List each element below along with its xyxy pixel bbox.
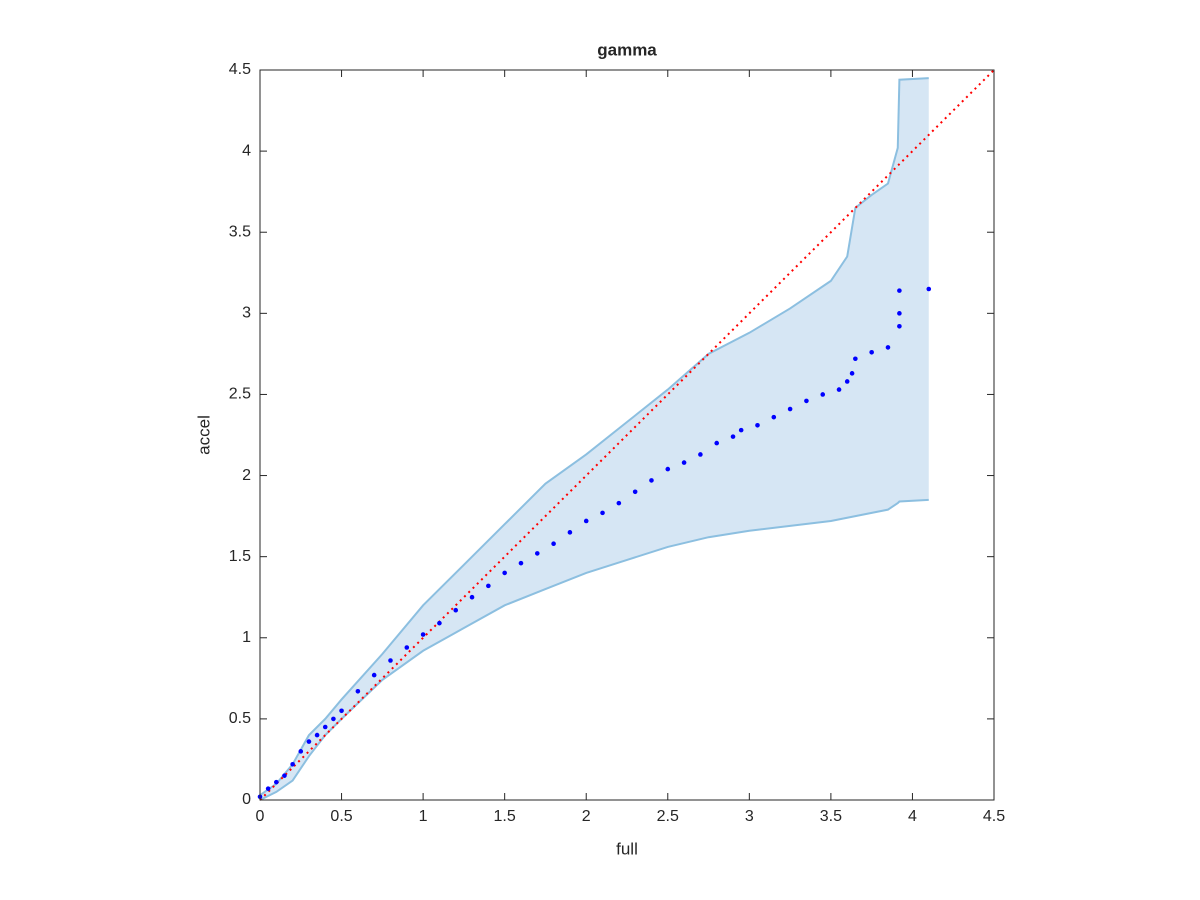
x-tick-label: 0 bbox=[256, 808, 265, 825]
scatter-point bbox=[437, 620, 442, 626]
scatter-point bbox=[853, 356, 858, 362]
scatter-point bbox=[787, 406, 793, 412]
x-tick-label: 0.5 bbox=[330, 808, 352, 825]
y-tick-label: 0.5 bbox=[229, 710, 251, 727]
scatter-point bbox=[404, 645, 410, 650]
scatter-point bbox=[820, 392, 826, 397]
scatter-point bbox=[282, 773, 287, 778]
band-lower-edge bbox=[259, 498, 929, 801]
scatter-point bbox=[265, 786, 271, 791]
x-axis-label: full bbox=[616, 839, 638, 858]
scatter-point bbox=[738, 427, 744, 433]
y-tick-label: 2 bbox=[242, 467, 251, 484]
scatter-point bbox=[534, 551, 540, 556]
scatter-point bbox=[849, 371, 855, 376]
scatter-point bbox=[698, 452, 703, 457]
scatter-point bbox=[844, 379, 850, 384]
x-tick-label: 4.5 bbox=[983, 808, 1005, 825]
x-tick-label: 1 bbox=[419, 808, 428, 825]
scatter-point bbox=[665, 466, 671, 472]
y-tick-label: 4.5 bbox=[229, 61, 251, 78]
scatter-point bbox=[298, 749, 304, 754]
chart-title: gamma bbox=[597, 40, 657, 59]
scatter-point bbox=[331, 716, 336, 722]
y-tick-label: 0 bbox=[242, 791, 251, 808]
confidence-band bbox=[260, 78, 929, 801]
scatter-point bbox=[730, 434, 736, 439]
scatter-point bbox=[306, 739, 312, 744]
scatter-point bbox=[755, 422, 760, 428]
scatter-point bbox=[583, 518, 589, 524]
scatter-point bbox=[681, 460, 687, 465]
scatter-point bbox=[897, 288, 902, 293]
scatter-point bbox=[551, 541, 556, 546]
y-tick-label: 2.5 bbox=[229, 386, 251, 403]
x-tick-label: 2.5 bbox=[657, 808, 679, 825]
scatter-point bbox=[486, 583, 491, 589]
scatter-point bbox=[453, 607, 459, 613]
scatter-point bbox=[897, 311, 902, 316]
scatter-point bbox=[600, 510, 605, 516]
scatter-point bbox=[469, 594, 475, 600]
x-tick-label: 3 bbox=[745, 808, 754, 825]
scatter-point bbox=[869, 349, 874, 355]
y-tick-label: 1.5 bbox=[229, 548, 251, 565]
scatter-point bbox=[804, 398, 809, 404]
scatter-point bbox=[274, 779, 279, 785]
scatter-point bbox=[290, 762, 295, 767]
x-tick-label: 4 bbox=[908, 808, 917, 825]
scatter-point bbox=[371, 672, 377, 678]
scatter-point bbox=[339, 708, 344, 714]
scatter-point bbox=[771, 414, 777, 420]
y-axis-label: accel bbox=[194, 415, 213, 455]
scatter-point bbox=[388, 658, 393, 663]
scatter-point bbox=[502, 570, 507, 576]
scatter-point bbox=[926, 286, 932, 292]
scatter-point bbox=[322, 724, 328, 730]
scatter-point bbox=[616, 500, 622, 506]
axes-box bbox=[259, 69, 995, 801]
scatter-point bbox=[420, 632, 426, 637]
y-tick-label: 4 bbox=[242, 142, 251, 159]
reference-line bbox=[259, 69, 995, 801]
scatter-point bbox=[567, 530, 573, 535]
scatter-point bbox=[649, 478, 654, 483]
scatter-point bbox=[355, 689, 361, 694]
y-tick-label: 1 bbox=[242, 629, 251, 646]
scatter-point bbox=[714, 440, 720, 446]
scatter-point bbox=[518, 560, 524, 566]
y-tick-label: 3 bbox=[242, 305, 251, 322]
scatter-point bbox=[836, 387, 842, 392]
scatter-point bbox=[632, 489, 638, 495]
x-tick-label: 3.5 bbox=[820, 808, 842, 825]
scatter-point bbox=[314, 732, 320, 738]
scatter-point bbox=[885, 345, 891, 350]
scatter-point bbox=[897, 324, 902, 329]
x-tick-label: 2 bbox=[582, 808, 591, 825]
y-tick-label: 3.5 bbox=[229, 223, 251, 240]
band-upper-edge bbox=[259, 77, 929, 796]
x-tick-label: 1.5 bbox=[494, 808, 516, 825]
